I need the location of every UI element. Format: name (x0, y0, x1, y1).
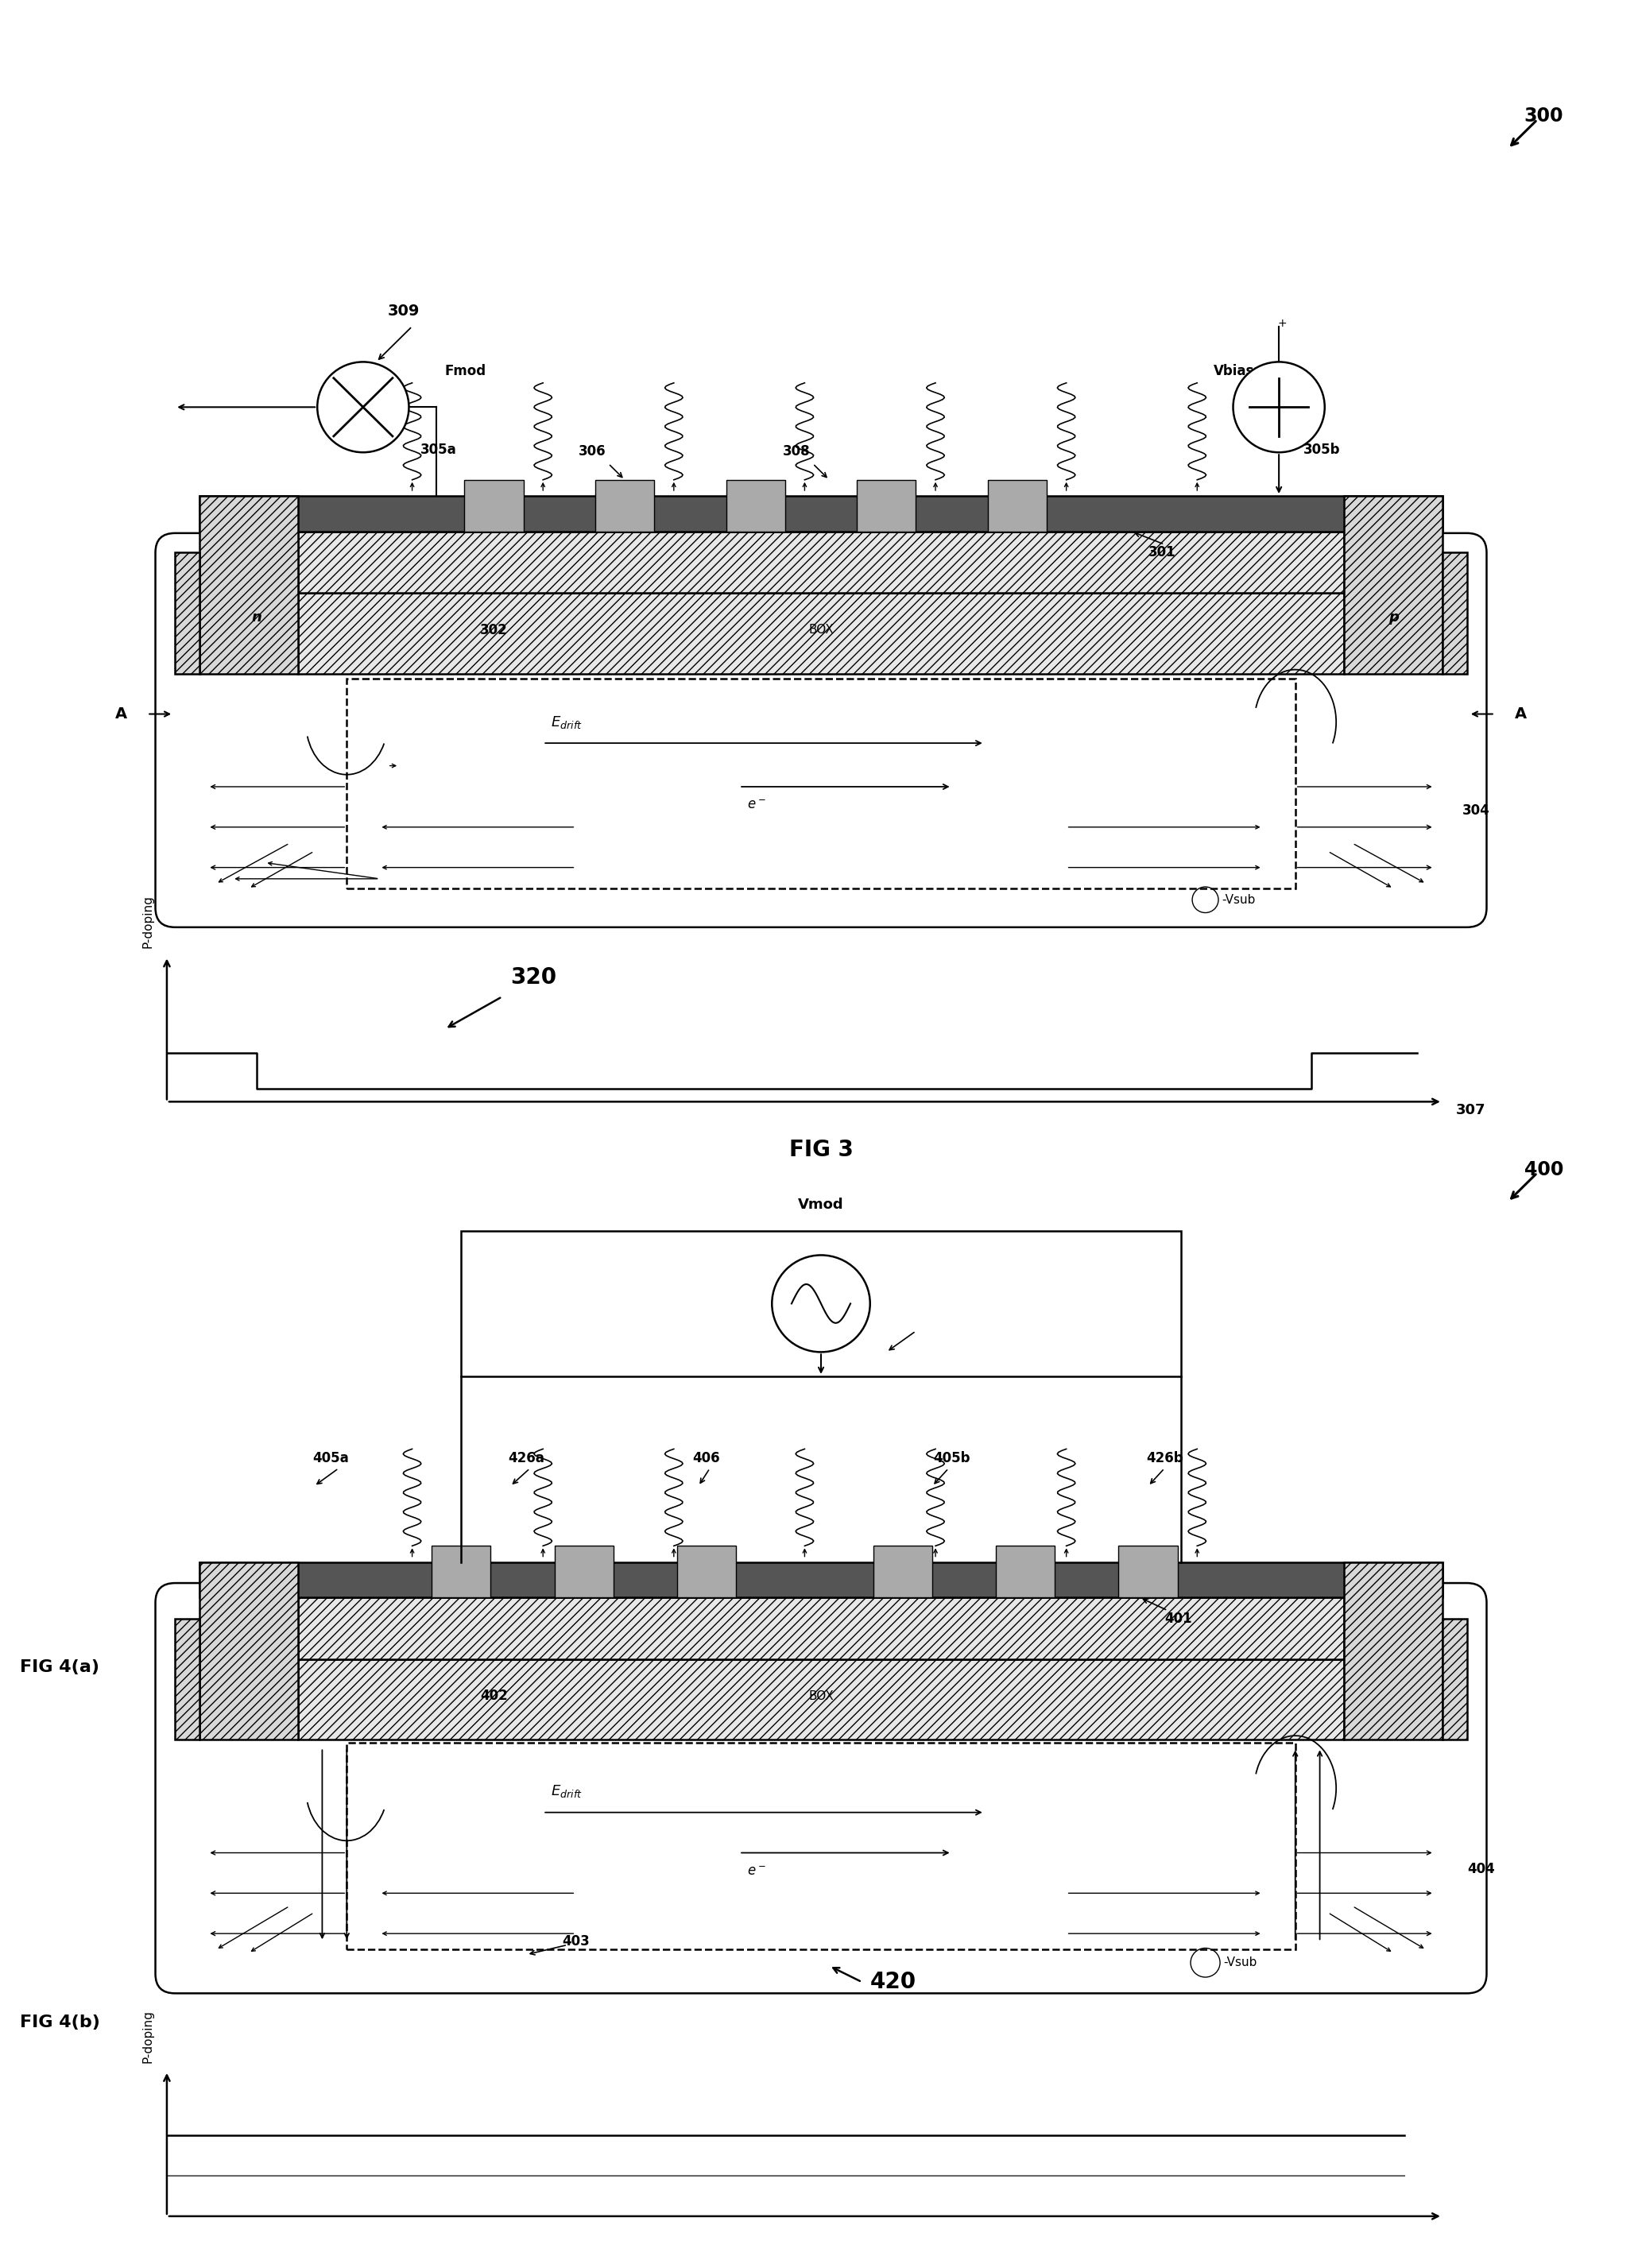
Bar (465, 481, 524, 531)
Text: $e^-$: $e^-$ (747, 798, 767, 812)
Text: 305b: 305b (1304, 442, 1340, 456)
Text: 305a: 305a (420, 442, 456, 456)
Bar (432, 1547, 491, 1597)
Text: FIG 3: FIG 3 (788, 1139, 854, 1161)
Text: 405b: 405b (933, 1452, 970, 1465)
Bar (297, 592, 1345, 674)
Text: 302: 302 (479, 624, 507, 637)
Bar (176, 1619, 200, 1740)
Text: 304: 304 (1461, 803, 1489, 819)
Bar (176, 553, 200, 674)
Bar (677, 1547, 736, 1597)
Bar (200, 1563, 297, 1740)
Text: $e^-$: $e^-$ (747, 1864, 767, 1878)
Text: 301: 301 (1148, 544, 1176, 560)
Text: 406: 406 (693, 1452, 721, 1465)
Circle shape (317, 363, 409, 451)
Bar (297, 531, 1345, 592)
Circle shape (1233, 363, 1325, 451)
FancyBboxPatch shape (156, 1583, 1486, 1994)
Text: $E_{drift}$: $E_{drift}$ (552, 714, 583, 730)
Bar (997, 1547, 1054, 1597)
Text: P-doping: P-doping (141, 896, 154, 948)
Bar (596, 481, 654, 531)
Bar (1442, 553, 1466, 674)
Bar (988, 481, 1046, 531)
Bar (461, 1232, 1181, 1377)
FancyBboxPatch shape (156, 533, 1486, 928)
Bar (346, 1742, 1296, 1950)
Text: FIG 4(b): FIG 4(b) (20, 2014, 100, 2030)
Bar (857, 481, 916, 531)
Text: 426a: 426a (509, 1452, 545, 1465)
Bar (200, 497, 1442, 531)
Bar (1345, 497, 1442, 674)
Text: 320: 320 (511, 966, 557, 989)
Bar (1118, 1547, 1177, 1597)
Bar (726, 481, 785, 531)
Text: Vbias: Vbias (1213, 363, 1254, 379)
Text: Fmod: Fmod (445, 363, 486, 379)
Text: 400: 400 (1524, 1159, 1563, 1179)
Bar (874, 1547, 933, 1597)
Text: p: p (1387, 610, 1399, 624)
Bar (1345, 1563, 1442, 1740)
Bar (200, 497, 297, 674)
Text: +: + (1277, 318, 1287, 329)
Bar (297, 1658, 1345, 1740)
Text: n: n (251, 610, 263, 624)
Text: $E_{drift}$: $E_{drift}$ (552, 1783, 583, 1799)
Text: Vmod: Vmod (798, 1198, 844, 1211)
Text: A: A (1516, 705, 1527, 721)
Text: 420: 420 (870, 1971, 916, 1994)
Text: A: A (115, 705, 126, 721)
Text: FIG 4(a): FIG 4(a) (20, 1660, 99, 1676)
Text: 309: 309 (388, 304, 420, 318)
Bar (555, 1547, 614, 1597)
Text: 307: 307 (1455, 1102, 1486, 1116)
Circle shape (772, 1254, 870, 1352)
Text: -Vsub: -Vsub (1223, 1957, 1258, 1969)
Text: 405a: 405a (312, 1452, 348, 1465)
Text: 300: 300 (1524, 107, 1563, 127)
Bar (200, 1563, 1442, 1597)
Text: 308: 308 (783, 445, 810, 458)
Text: BOX: BOX (808, 1690, 834, 1701)
Text: BOX: BOX (808, 624, 834, 635)
Bar (297, 1597, 1345, 1658)
Bar (1442, 1619, 1466, 1740)
Text: -Vsub: -Vsub (1222, 894, 1256, 905)
Text: 403: 403 (562, 1935, 589, 1948)
Text: P-doping: P-doping (141, 2009, 154, 2064)
Text: 402: 402 (479, 1690, 507, 1703)
Text: 426b: 426b (1146, 1452, 1182, 1465)
Text: 404: 404 (1466, 1862, 1494, 1876)
Text: 401: 401 (1164, 1613, 1192, 1626)
Bar (346, 678, 1296, 889)
Text: 306: 306 (578, 445, 606, 458)
Text: 412: 412 (911, 1320, 941, 1336)
